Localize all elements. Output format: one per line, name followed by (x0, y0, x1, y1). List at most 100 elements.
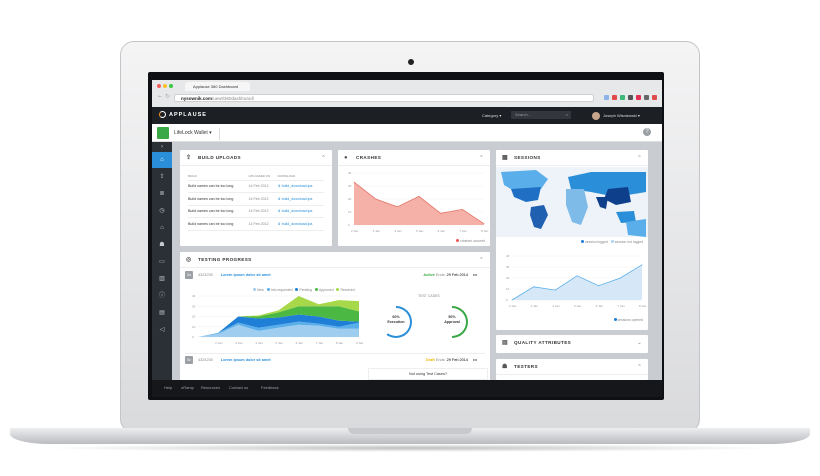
y-tick-label: 30 (192, 304, 196, 308)
legend-label: Pending (299, 288, 312, 292)
sidebar-item-folder-icon[interactable]: ▭ (159, 259, 165, 265)
extension-icon[interactable] (628, 95, 633, 100)
applause-logo[interactable]: APPLAUSE (159, 111, 207, 120)
quality-attributes-panel[interactable]: ▤ QUALITY ATTRIBUTES ⌄ (496, 335, 648, 353)
sidebar-item-chart-icon[interactable]: ▥ (159, 276, 165, 282)
y-tick-label: 40 (192, 294, 196, 298)
extension-icon[interactable] (636, 95, 641, 100)
series-area-new (198, 324, 359, 337)
table-row: Build names can be too long 14 Feb 2012 ⬇ … (188, 192, 324, 206)
extension-icon[interactable] (604, 95, 609, 100)
collapse-icon[interactable]: ⌃ (321, 155, 326, 161)
sidebar-item-list-icon[interactable]: ≣ (159, 191, 165, 197)
y-tick-label: 40 (348, 171, 352, 175)
y-tick-label: 30 (506, 265, 510, 269)
x-tick-label: 4 Jan (255, 341, 263, 345)
extension-icon[interactable] (644, 95, 649, 100)
y-tick-label: 0 (348, 223, 350, 227)
cycle-name-link[interactable]: Lorem ipsum dolor sit amet (220, 358, 271, 362)
series-area-approved (198, 306, 359, 337)
user-menu[interactable]: Joseph Wisniewski ▾ (592, 111, 640, 120)
app-icon (157, 127, 169, 139)
app-selector[interactable]: LifeLock Wallet ▾ (174, 128, 220, 140)
cell-text: Build names can be too long (188, 209, 234, 214)
footer-link[interactable]: Feedback (261, 385, 279, 390)
data-point (396, 206, 398, 208)
series-area-resolved (198, 296, 359, 337)
footer-link[interactable]: Help (164, 385, 173, 390)
user-name: Joseph Wisniewski (603, 113, 637, 118)
cycle-id: 4324235 (198, 358, 213, 362)
footer-link[interactable]: Contact us (229, 385, 249, 390)
crashes-chart: 0 10 20 30 40 2 Jan 3 Jan 4 Jan 5 Jan 6 Jan 7 Jan 8… (348, 171, 489, 233)
build-uploads-panel: ⇪ BUILD UPLOADS ⌃ BUILD UPLOADED ON DOWNLOAD… (180, 150, 332, 246)
data-point (641, 264, 643, 266)
sidebar-item-clock-icon[interactable]: ◷ (159, 208, 165, 214)
ends-date: 29 Feb 2014 (446, 273, 468, 277)
y-tick-label: 20 (348, 197, 352, 201)
category-dropdown[interactable]: Category ▾ (482, 113, 502, 118)
extension-icon[interactable] (612, 95, 617, 100)
sessions-legend: sessions opened (611, 318, 643, 322)
browser-tab[interactable]: Applause 360 Dashboard (185, 82, 250, 91)
footer-link[interactable]: uRamp (181, 385, 194, 390)
help-icon[interactable]: ? (643, 128, 651, 136)
download-link[interactable]: ⬇ build_download.ipa (277, 192, 324, 206)
y-tick-label: 10 (192, 325, 196, 329)
x-tick-label: 6 Jan (438, 229, 446, 233)
download-link[interactable]: ⬇ build_download.ipa (277, 217, 324, 231)
collapse-icon[interactable]: ⌃ (479, 257, 484, 263)
reload-icon[interactable]: ↻ (165, 94, 171, 100)
sidebar-item-info-icon[interactable]: ⓘ (158, 293, 165, 299)
sidebar-item-upload-icon[interactable]: ⇪ (159, 174, 165, 180)
upload-date: 14 Feb 2012 (248, 192, 278, 206)
camera (408, 59, 414, 65)
collapse-icon[interactable]: ⌃ (479, 155, 484, 161)
more-icon[interactable]: ••• (473, 273, 477, 277)
x-tick-label: 7 Jan (617, 304, 625, 308)
execution-ring: 60% Execution (380, 306, 412, 338)
crashes-panel: ● CRASHES ⌃ 0 10 20 30 40 2 Jan 3 Jan 4 Jan 5 Jan 6… (338, 150, 490, 246)
expand-icon[interactable]: ⌄ (637, 340, 642, 346)
extension-icon[interactable] (620, 95, 625, 100)
cycle-name-link[interactable]: Lorem ipsum dolor sit amet (220, 273, 271, 277)
close-window-button[interactable] (157, 84, 161, 88)
ring-value: 50% (448, 315, 456, 319)
collapse-icon[interactable]: ⌃ (637, 364, 642, 370)
legend-label: session not logged (614, 240, 643, 244)
ring-label: Execution (387, 320, 405, 324)
y-tick-label: 10 (506, 287, 510, 291)
app-name: LifeLock Wallet (174, 130, 208, 136)
table-row: Build names can be too long 14 Feb 2012 ⬇ … (188, 205, 324, 218)
y-tick-label: 20 (506, 276, 510, 280)
status-badge: Active (423, 273, 435, 277)
y-tick-label: 10 (348, 210, 352, 214)
sidebar-item-users-icon[interactable]: ☗ (159, 242, 165, 248)
x-tick-label: 3 Jan (235, 341, 243, 345)
ends-label: Ends: (435, 358, 446, 362)
sidebar-item-table-icon[interactable]: ▤ (159, 310, 165, 316)
top-nav: APPLAUSE Category ▾ Search... ⌕ Joseph Wi… (152, 107, 662, 124)
sidebar-item-building-icon[interactable]: ⌂ (160, 225, 164, 231)
logo-icon (159, 111, 166, 119)
more-icon[interactable]: ••• (473, 358, 477, 362)
data-point (483, 223, 485, 225)
download-link[interactable]: ⬇ build_download.ipa (277, 205, 324, 218)
sidebar-item-home-icon[interactable]: ⌂ (152, 152, 172, 168)
cell-text: 14 Feb 2012 (248, 209, 269, 214)
x-tick-label: 2 Jan (509, 304, 517, 308)
sidebar-toggle[interactable]: › (161, 144, 163, 150)
world-map[interactable] (496, 167, 648, 237)
footer-link[interactable]: Resources (201, 385, 221, 390)
download-link[interactable]: ⬇ build_download.ipa (277, 180, 324, 193)
back-icon[interactable]: ← (157, 93, 163, 99)
sidebar-item-megaphone-icon[interactable]: ◁ (159, 327, 165, 333)
collapse-icon[interactable]: ⌃ (637, 155, 642, 161)
search-input[interactable]: Search... ⌕ (511, 111, 571, 119)
minimize-window-button[interactable] (163, 84, 167, 88)
url-bar[interactable]: nysownik.com/uewt/360dashboard/ (174, 94, 594, 102)
testing-progress-panel: ◎ TESTING PROGRESS ⌃ Ds 4324235 Lorem ipsum … (180, 252, 490, 380)
legend-label: crashes occured (460, 239, 485, 243)
maximize-window-button[interactable] (169, 84, 173, 88)
menu-icon[interactable] (652, 95, 657, 100)
